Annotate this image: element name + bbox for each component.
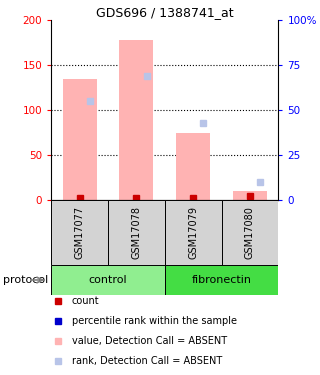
Text: percentile rank within the sample: percentile rank within the sample <box>72 316 237 326</box>
Bar <box>221 200 278 265</box>
Text: value, Detection Call = ABSENT: value, Detection Call = ABSENT <box>72 336 227 346</box>
Bar <box>51 265 165 295</box>
Text: GSM17080: GSM17080 <box>245 206 255 259</box>
Text: fibronectin: fibronectin <box>192 275 252 285</box>
Text: count: count <box>72 296 99 306</box>
Bar <box>63 78 97 200</box>
Text: GSM17077: GSM17077 <box>75 206 84 259</box>
Text: rank, Detection Call = ABSENT: rank, Detection Call = ABSENT <box>72 356 222 366</box>
Bar <box>108 200 165 265</box>
Bar <box>165 265 278 295</box>
Bar <box>119 40 154 200</box>
Text: control: control <box>89 275 127 285</box>
Title: GDS696 / 1388741_at: GDS696 / 1388741_at <box>96 6 234 19</box>
Bar <box>233 191 267 200</box>
Text: GSM17079: GSM17079 <box>188 206 198 259</box>
Bar <box>51 200 108 265</box>
Bar <box>165 200 221 265</box>
Bar <box>176 132 210 200</box>
Text: protocol: protocol <box>3 275 48 285</box>
Text: GSM17078: GSM17078 <box>132 206 141 259</box>
